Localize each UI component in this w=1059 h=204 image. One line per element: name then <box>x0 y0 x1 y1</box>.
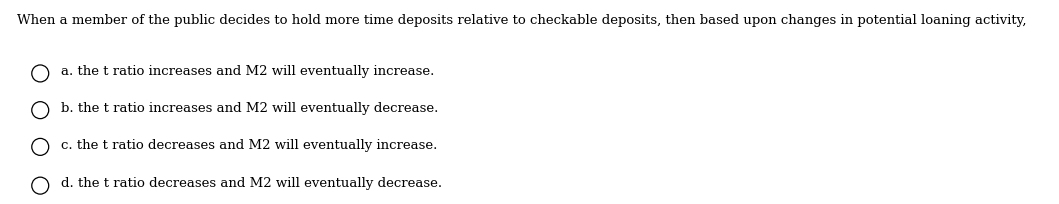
Text: c. the t ratio decreases and M2 will eventually increase.: c. the t ratio decreases and M2 will eve… <box>61 139 437 152</box>
Text: When a member of the public decides to hold more time deposits relative to check: When a member of the public decides to h… <box>17 14 1026 27</box>
Text: d. the t ratio decreases and M2 will eventually decrease.: d. the t ratio decreases and M2 will eve… <box>61 177 443 191</box>
Text: b. the t ratio increases and M2 will eventually decrease.: b. the t ratio increases and M2 will eve… <box>61 102 438 115</box>
Text: a. the t ratio increases and M2 will eventually increase.: a. the t ratio increases and M2 will eve… <box>61 65 435 78</box>
